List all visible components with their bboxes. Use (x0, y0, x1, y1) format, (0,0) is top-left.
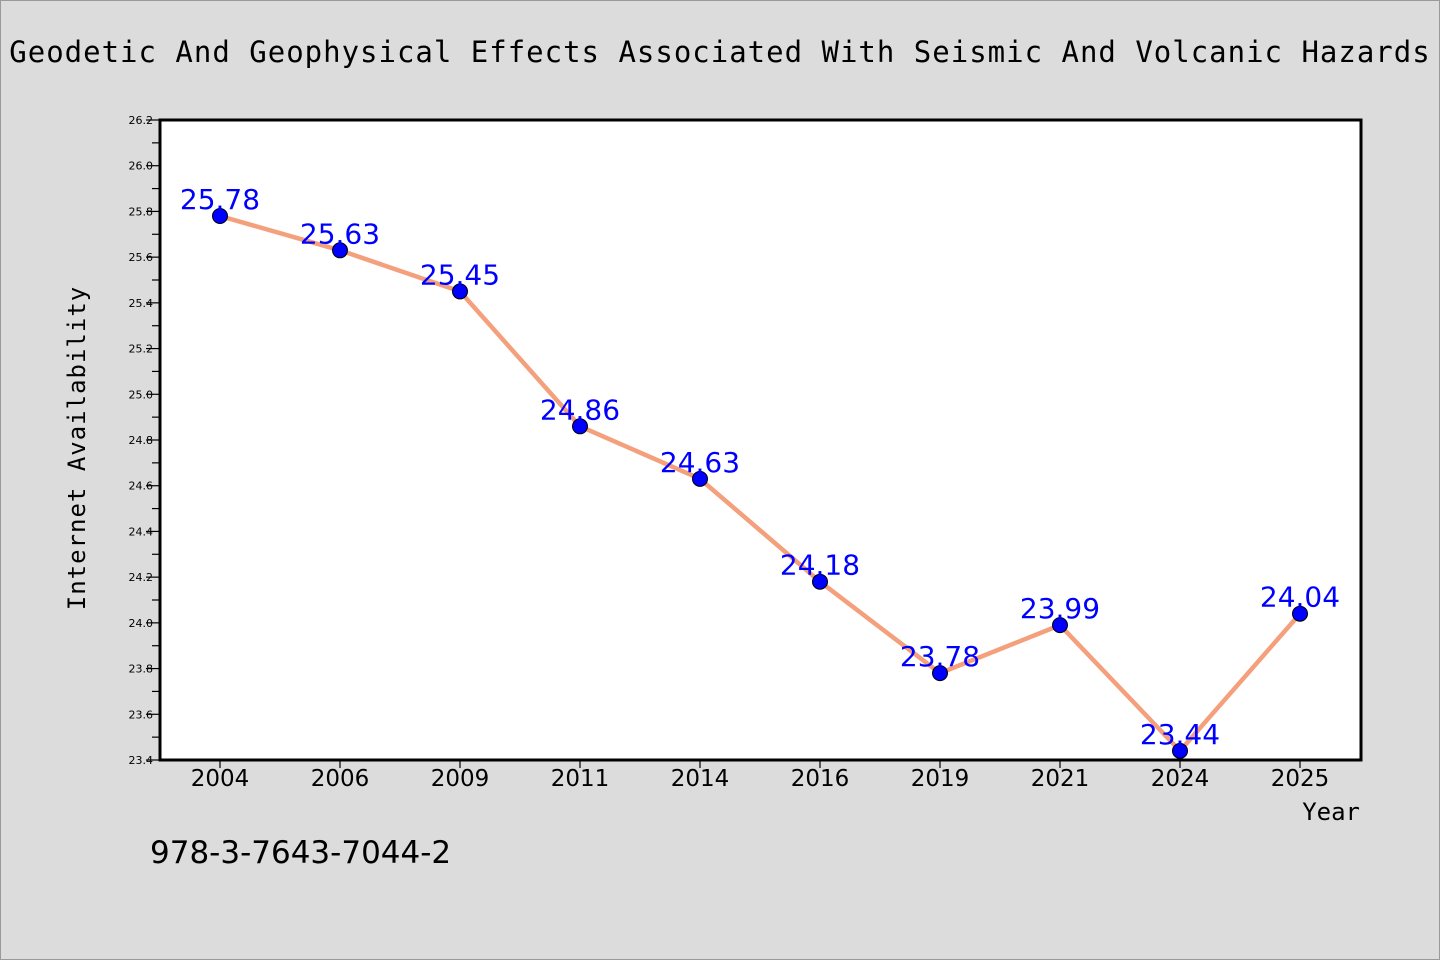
y-tick-label: 26.0 (129, 160, 154, 173)
x-axis: 2004 2006 2009 2011 2014 2016 2019 2021 2024 2025 (191, 760, 1330, 792)
series-line (219, 213, 1302, 754)
chart-title: Geodetic And Geophysical Effects Associa… (9, 35, 1430, 69)
x-tick-label: 2019 (911, 766, 970, 792)
data-label: 25.78 (180, 183, 260, 216)
y-axis: 23.4 23.6 23.8 24.0 24.2 24.4 24.6 24.8 25.0 25.2… (129, 114, 160, 767)
x-tick-label: 2021 (1031, 766, 1090, 792)
x-tick-label: 2006 (311, 766, 370, 792)
y-tick-label: 25.2 (129, 343, 154, 356)
data-label: 24.18 (780, 549, 860, 582)
y-tick-label: 24.6 (129, 480, 154, 493)
plot-area (158, 118, 1363, 762)
y-tick-label: 24.2 (129, 571, 154, 584)
data-point (1052, 617, 1068, 634)
x-tick-label: 2011 (551, 766, 610, 792)
data-label: 24.04 (1260, 581, 1340, 614)
x-tick-label: 2016 (791, 766, 850, 792)
data-point (1292, 605, 1308, 622)
x-tick-label: 2025 (1271, 766, 1330, 792)
y-tick-label: 26.2 (129, 114, 154, 127)
data-label: 25.45 (420, 258, 500, 291)
y-tick-label: 25.6 (129, 251, 154, 264)
data-label: 23.78 (900, 640, 980, 673)
data-label: 24.86 (540, 393, 620, 426)
x-tick-label: 2004 (191, 766, 250, 792)
y-tick-label: 25.8 (129, 205, 154, 218)
y-axis-label: Internet Availability (63, 286, 91, 610)
data-point (1172, 742, 1188, 759)
data-label: 25.63 (300, 217, 380, 250)
series-polyline (219, 213, 1302, 754)
y-tick-label: 25.4 (129, 297, 154, 310)
markers (212, 208, 1308, 759)
data-point (812, 573, 828, 590)
y-tick-label: 25.0 (129, 388, 154, 401)
isbn-label: 978-3-7643-7044-2 (150, 835, 451, 871)
data-label: 23.44 (1140, 718, 1220, 751)
x-tick-label: 2014 (671, 766, 730, 792)
data-point (692, 470, 708, 487)
x-tick-label: 2009 (431, 766, 490, 792)
data-point (572, 418, 588, 435)
y-tick-label: 24.8 (129, 434, 154, 447)
data-point (332, 242, 348, 259)
data-label: 23.99 (1020, 592, 1100, 625)
x-tick-label: 2024 (1151, 766, 1210, 792)
data-labels: 25.78 25.63 25.45 24.86 24.63 24.18 23.78 23.99… (180, 183, 1340, 751)
y-tick-label: 23.8 (129, 663, 154, 676)
data-point (452, 283, 468, 300)
data-point (212, 208, 228, 224)
data-point (932, 665, 948, 682)
y-tick-label: 24.4 (129, 525, 154, 538)
data-label: 24.63 (660, 446, 740, 479)
y-tick-label: 23.4 (129, 754, 154, 767)
y-tick-label: 23.6 (129, 708, 154, 721)
y-tick-label: 24.0 (129, 617, 154, 630)
x-axis-label: Year (1302, 798, 1360, 826)
